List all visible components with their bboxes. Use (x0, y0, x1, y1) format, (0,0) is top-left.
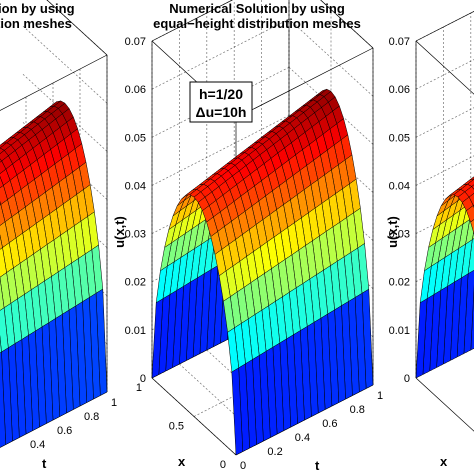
z-tick-label: 0.03 (125, 229, 146, 241)
center-x-axis-label: x (178, 454, 186, 469)
right-surface-plot: 0 0.01 0.02 0.03 0.04 0.05 0.06 0.07 u(x,t) x (385, 10, 474, 469)
center-surface-plot: Numerical Solution by using equal−height… (112, 0, 383, 473)
left-surface-patch (0, 201, 2, 206)
z-tick-label: 0.07 (125, 36, 146, 48)
right-grid-line (415, 155, 474, 186)
z-tick-label: 0.07 (389, 36, 410, 48)
right-z-axis-label: u(x,t) (385, 216, 400, 248)
right-grid-line (415, 59, 474, 90)
t-tick-label: 0.6 (322, 418, 337, 430)
z-tick-label: 0.06 (125, 84, 146, 96)
left-box-edge (0, 54, 108, 111)
left-t-tick-labels: 1 0.8 0.6 0.4 (30, 397, 117, 451)
z-tick-label: 0.05 (389, 132, 410, 144)
annotation-h: h=1/20 (199, 86, 243, 102)
left-surface-patch (0, 351, 7, 448)
z-tick-label: 0 (404, 373, 410, 385)
x-tick-label: 0 (220, 459, 226, 471)
left-surface (0, 100, 108, 448)
left-surface-patch (0, 158, 3, 163)
t-tick-label: 0.8 (350, 404, 365, 416)
annotation-box-frame (189, 81, 253, 123)
center-grid-line (179, 363, 264, 442)
right-x-axis-label: x (440, 454, 448, 469)
t-tick-label: 0.8 (84, 411, 99, 423)
center-t-tick-labels: 0 0.2 0.4 0.6 0.8 1 (240, 390, 383, 472)
z-tick-label: 0.01 (125, 325, 146, 337)
center-title-line-2: equal−height distribution meshes (153, 16, 361, 31)
z-tick-label: 0.02 (125, 277, 146, 289)
z-tick-label: 0.04 (125, 180, 146, 192)
right-box-edge (415, 377, 474, 432)
right-surface-patch (466, 205, 474, 223)
left-title-line-1: ion by using (0, 1, 75, 16)
z-tick-label: 0.05 (125, 132, 146, 144)
surface-patch (231, 367, 244, 456)
left-t-axis-label: t (42, 456, 47, 471)
right-grid-line (415, 10, 474, 42)
center-x-tick-labels: 00.51 (136, 382, 226, 471)
center-grid-line (151, 115, 290, 186)
left-grid-line (22, 25, 108, 104)
t-tick-label: 0.2 (267, 446, 282, 458)
left-surface-plot: ion by using tion meshes 1 0.8 0.6 0.4 t (0, 0, 117, 471)
center-t-axis-label: t (315, 458, 320, 473)
right-surface-patch (470, 219, 474, 235)
t-tick-label: 1 (377, 390, 383, 402)
annotation-du: Δu=10h (196, 104, 247, 120)
z-tick-label: 0.06 (389, 84, 410, 96)
center-title-line-1: Numerical Solution by using (169, 1, 345, 16)
right-box-edge (415, 40, 474, 95)
right-grid-line (415, 107, 474, 138)
t-tick-label: 0 (240, 460, 246, 472)
z-tick-label: 0 (140, 373, 146, 385)
left-box-edge (46, 0, 108, 56)
right-z-tick-labels: 0 0.01 0.02 0.03 0.04 0.05 0.06 0.07 (389, 36, 410, 385)
center-z-axis-label: u(x,t) (112, 216, 127, 248)
center-z-tick-labels: 0 0.01 0.02 0.03 0.04 0.05 0.06 0.07 (125, 36, 146, 385)
center-box-edge (235, 47, 374, 119)
z-tick-label: 0.04 (389, 180, 410, 192)
center-grid-line (151, 18, 290, 90)
t-tick-label: 1 (111, 397, 117, 409)
t-tick-label: 0.6 (57, 425, 72, 437)
center-annotation-box: h=1/20 Δu=10h (189, 81, 253, 123)
right-surface (415, 176, 474, 379)
center-box-edge (320, 0, 374, 49)
left-surface-patch (0, 334, 2, 354)
x-tick-label: 0.5 (169, 421, 184, 433)
t-tick-label: 0.4 (295, 432, 310, 444)
z-tick-label: 0.01 (389, 325, 410, 337)
x-tick-label: 1 (136, 382, 142, 394)
right-box-edge (415, 10, 474, 42)
center-box-edge (151, 377, 237, 456)
z-tick-label: 0.03 (389, 229, 410, 241)
z-tick-label: 0.02 (389, 277, 410, 289)
t-tick-label: 0.4 (30, 439, 45, 451)
left-title-line-2: tion meshes (0, 16, 72, 31)
center-box-edge (151, 0, 234, 42)
center-surface (151, 88, 374, 456)
